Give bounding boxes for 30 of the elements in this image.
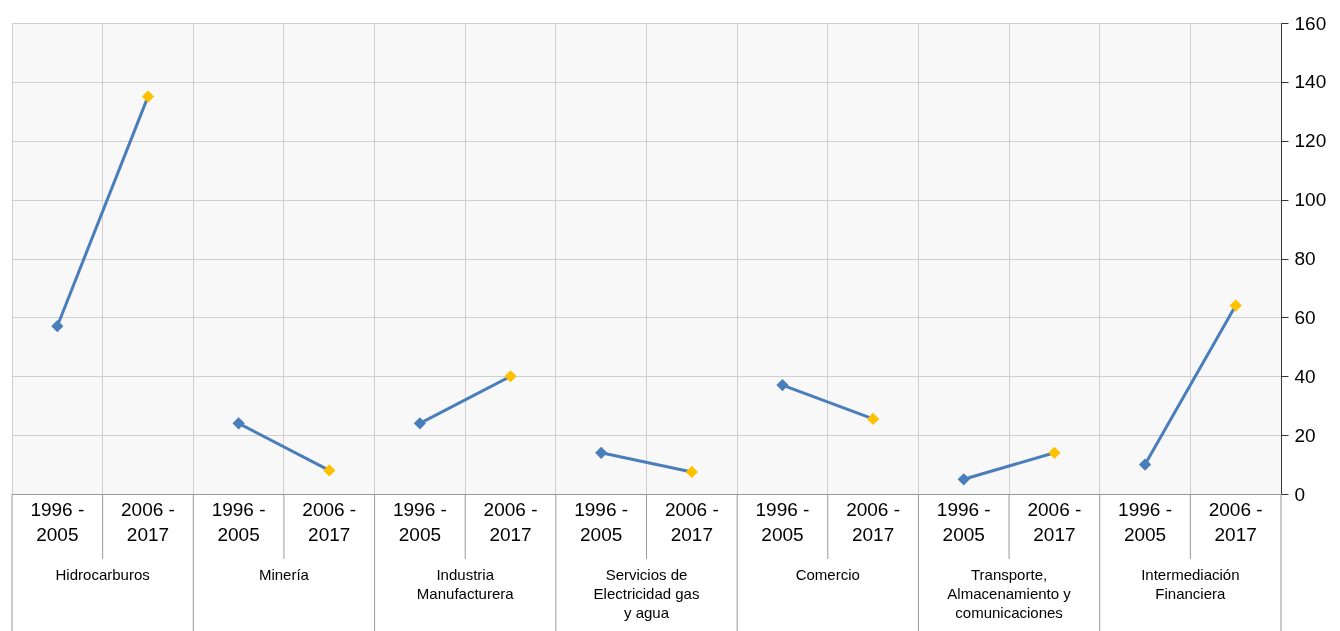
y-tick-label: 160 [1294, 12, 1327, 34]
y-tick-label: 60 [1294, 306, 1316, 328]
text: Transporte, Almacenamiento y comunicaciones [947, 566, 1072, 621]
y-tick-label: 120 [1294, 130, 1327, 152]
y-tick-label: 40 [1294, 365, 1316, 387]
y-tick-label: 100 [1294, 189, 1327, 211]
y-tick-label: 20 [1294, 424, 1316, 446]
x-tick-label: 2006 - 2017 [846, 498, 901, 545]
y-tick-label: 0 [1294, 483, 1306, 505]
y-tick-label: 140 [1294, 71, 1327, 93]
x-tick-label: 1996 - 2005 [574, 498, 629, 545]
text: Industria Manufacturera [416, 566, 515, 602]
x-tick-label: 1996 - 2005 [392, 498, 447, 545]
text: Hidrocarburos [55, 566, 150, 583]
x-tick-label: 1996 - 2005 [211, 498, 266, 545]
x-tick-label: 1996 - 2005 [755, 498, 810, 545]
y-tick-label: 80 [1294, 248, 1316, 269]
x-tick-label: 1996 - 2005 [1118, 498, 1172, 545]
text: Minería [258, 566, 310, 583]
x-tick-label: 2006 - 2017 [121, 498, 175, 545]
text: Comercio [795, 566, 860, 583]
x-tick-label: 2006 - 2017 [1208, 498, 1263, 545]
x-tick-label: 1996 - 2005 [936, 498, 991, 545]
x-tick-label: 2006 - 2017 [302, 498, 357, 545]
x-tick-label: 2006 - 2017 [483, 498, 538, 545]
x-tick-label: 1996 - 2005 [30, 498, 85, 545]
text: Servicios de Electricidad gas y agua [593, 566, 700, 621]
x-tick-label: 2006 - 2017 [664, 498, 719, 545]
x-tick-label: 2006 - 2017 [1027, 498, 1082, 545]
text: Intermediación Financiera [1141, 566, 1240, 602]
